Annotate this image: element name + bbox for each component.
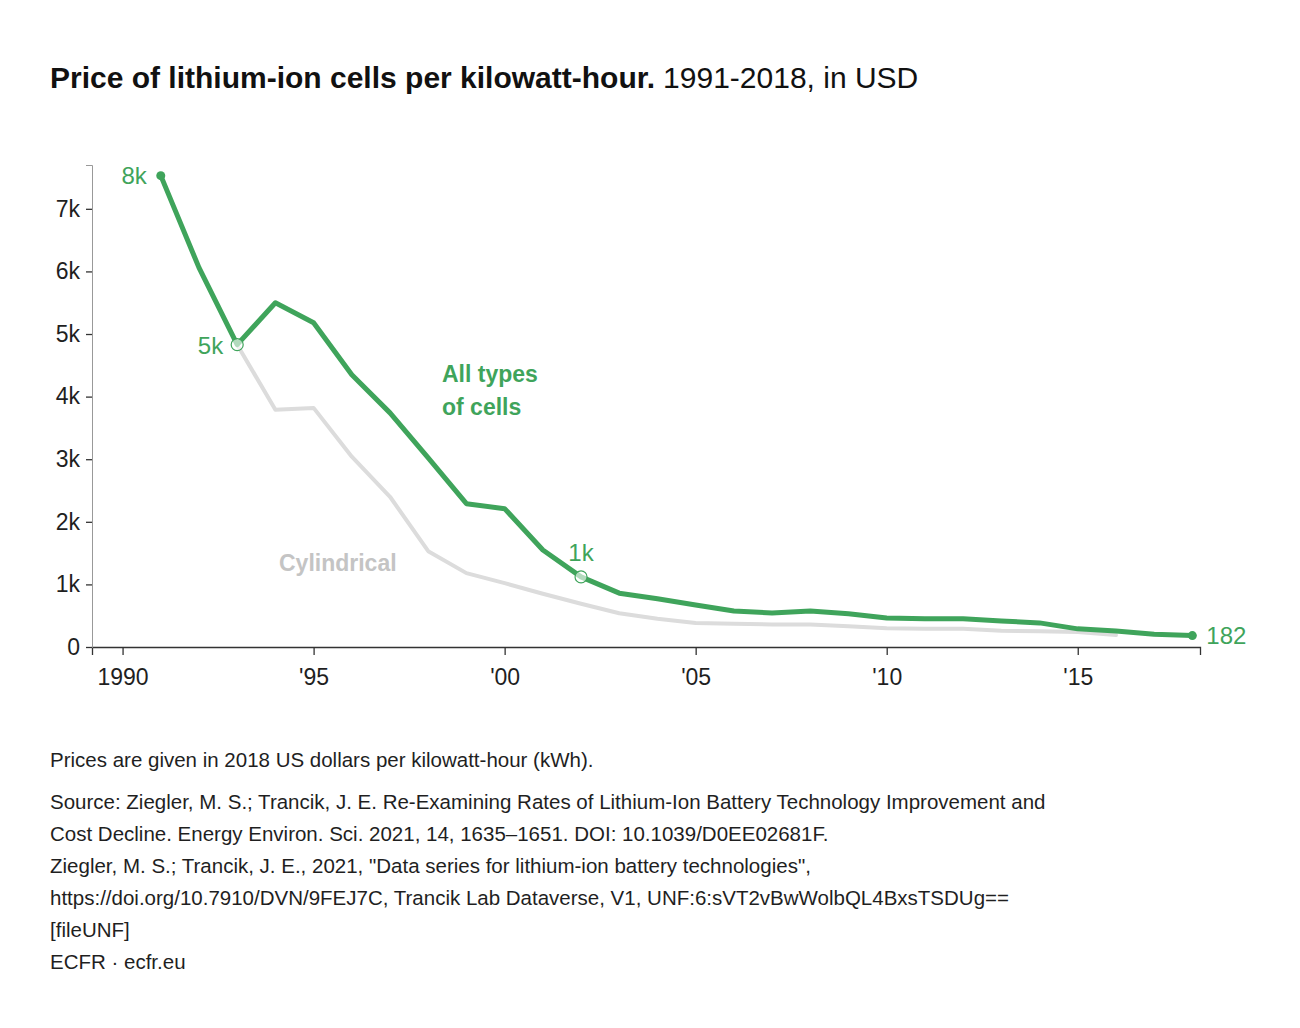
y-tick: 4k (56, 383, 92, 409)
y-tick-label: 0 (67, 634, 80, 660)
x-axis: 1990 '95 '00 '05 '10 '15 (93, 647, 1201, 690)
y-tick: 0 (67, 634, 92, 660)
y-tick: 7k (56, 196, 92, 222)
series-label: Cylindrical (279, 550, 397, 576)
y-tick: 2k (56, 509, 92, 535)
y-tick: 6k (56, 258, 92, 284)
y-tick-label: 7k (56, 196, 81, 222)
x-tick-label: 1990 (97, 664, 148, 690)
y-axis: 0 1k 2k 3k 4k 5k 6k 7k (56, 166, 93, 660)
series-label-line: Cylindrical (279, 550, 397, 576)
title: Price of lithium-ion cells per kilowatt-… (50, 61, 655, 94)
x-tick-label: '00 (490, 664, 520, 690)
note: Prices are given in 2018 US dollars per … (50, 748, 593, 771)
x-tick-mark (122, 647, 123, 655)
annotation: 5k (198, 332, 224, 359)
x-tick: '00 (490, 647, 520, 690)
source-line: Ziegler, M. S.; Trancik, J. E., 2021, "D… (50, 854, 811, 877)
y-tick-label: 2k (56, 509, 81, 535)
x-tick-label: '15 (1063, 664, 1093, 690)
x-tick: '95 (299, 647, 329, 690)
credit: ECFR · ecfr.eu (50, 950, 186, 973)
dot-marker (156, 171, 165, 180)
title-line: Price of lithium-ion cells per kilowatt-… (50, 61, 918, 94)
y-axis-line (86, 166, 93, 648)
y-tick: 3k (56, 446, 92, 472)
y-tick: 1k (56, 571, 92, 597)
y-tick-mark (86, 334, 92, 335)
series-line (161, 176, 1193, 636)
y-tick-mark (86, 584, 92, 585)
y-tick-label: 5k (56, 321, 81, 347)
y-tick-label: 3k (56, 446, 81, 472)
source-line: https://doi.org/10.7910/DVN/9FEJ7C, Tran… (50, 886, 1009, 909)
source-line: Cost Decline. Energy Environ. Sci. 2021,… (50, 822, 828, 845)
x-tick-label: '10 (872, 664, 902, 690)
x-axis-line (93, 648, 1201, 656)
annotation: 182 (1206, 622, 1246, 649)
open-marker (575, 571, 587, 583)
x-tick: 1990 (97, 647, 148, 690)
x-tick: '05 (681, 647, 711, 690)
x-tick-label: '95 (299, 664, 329, 690)
annotation: 1k (568, 539, 594, 566)
x-tick: '10 (872, 647, 902, 690)
subtitle: 1991-2018, in USD (663, 61, 918, 94)
y-tick-mark (86, 459, 92, 460)
y-tick-label: 1k (56, 571, 81, 597)
x-tick-mark (696, 647, 697, 655)
y-tick-mark (86, 396, 92, 397)
x-tick: '15 (1063, 647, 1093, 690)
series-label: All types of cells (442, 361, 538, 420)
plot-area (156, 171, 1197, 640)
chart: Price of lithium-ion cells per kilowatt-… (0, 0, 1300, 1028)
y-tick-label: 4k (56, 383, 81, 409)
y-tick: 5k (56, 321, 92, 347)
x-tick-mark (504, 647, 505, 655)
open-marker (231, 339, 243, 351)
dot-marker (1188, 631, 1197, 640)
x-tick-mark (887, 647, 888, 655)
annotation: 8k (121, 162, 147, 189)
y-tick-mark (86, 647, 92, 648)
x-tick-mark (313, 647, 314, 655)
y-tick-mark (86, 209, 92, 210)
source-line: Source: Ziegler, M. S.; Trancik, J. E. R… (50, 790, 1045, 813)
y-tick-mark (86, 522, 92, 523)
series-label-line: All types (442, 361, 538, 387)
series-label-line: of cells (442, 394, 521, 420)
x-tick-mark (1078, 647, 1079, 655)
x-tick-label: '05 (681, 664, 711, 690)
series-line (237, 345, 1116, 635)
y-tick-label: 6k (56, 258, 81, 284)
y-tick-mark (86, 271, 92, 272)
source-line: [fileUNF] (50, 918, 130, 941)
